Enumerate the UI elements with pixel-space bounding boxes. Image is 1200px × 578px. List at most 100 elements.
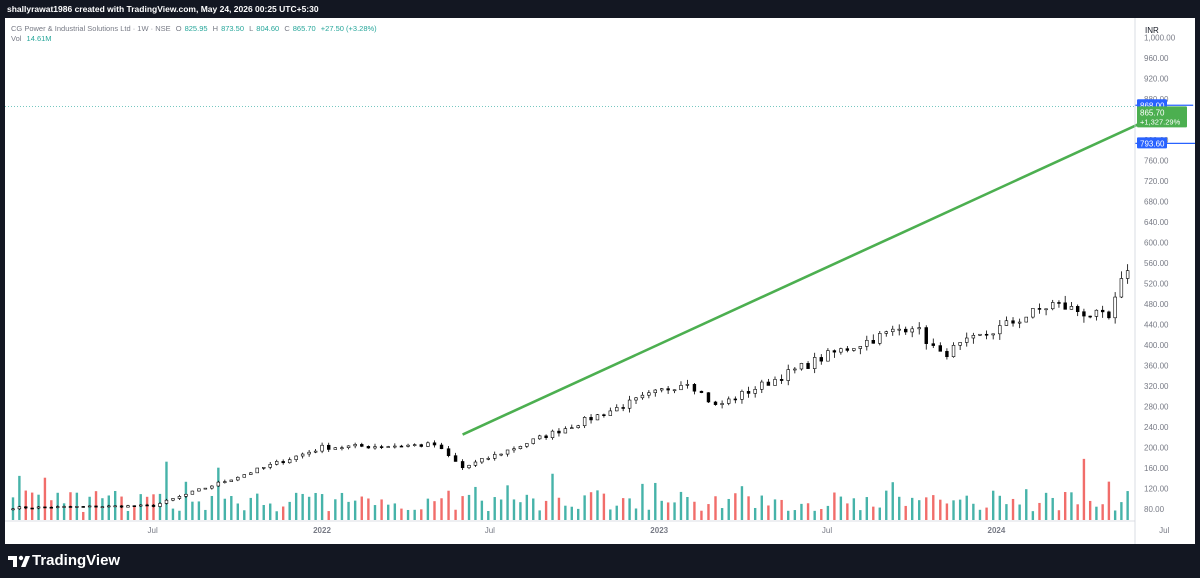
candle-body xyxy=(499,453,503,456)
volume-bar xyxy=(281,506,285,520)
candle xyxy=(184,493,188,498)
candle-body xyxy=(460,461,465,469)
volume-bar xyxy=(474,486,477,520)
candle-body xyxy=(878,333,882,344)
time-tick-label: Jul xyxy=(485,526,495,535)
candle xyxy=(393,443,397,449)
volume-bar xyxy=(191,501,194,520)
candle-body xyxy=(971,335,976,339)
candle xyxy=(1024,316,1028,323)
volume-bar xyxy=(236,503,239,520)
volume-bar xyxy=(615,505,618,520)
candle xyxy=(991,333,995,340)
candle xyxy=(486,456,490,461)
time-tick-label: 2022 xyxy=(313,526,331,535)
volume-bar xyxy=(327,511,330,520)
candle xyxy=(706,392,711,403)
candle xyxy=(1113,292,1117,324)
candle xyxy=(938,342,943,352)
volume-bar xyxy=(230,496,233,520)
candle xyxy=(544,434,548,440)
candle-body xyxy=(884,331,888,334)
candle-body xyxy=(733,398,738,401)
volume-bar xyxy=(1126,491,1129,520)
candle xyxy=(793,367,797,374)
volume-bar xyxy=(294,492,298,520)
candle xyxy=(17,505,22,510)
candle xyxy=(537,434,542,440)
candle xyxy=(878,330,882,346)
volume-bar xyxy=(583,495,586,520)
candle-body xyxy=(984,333,989,336)
candle xyxy=(100,506,105,509)
candle-body xyxy=(132,505,137,507)
candle xyxy=(1044,308,1048,316)
candle xyxy=(177,494,182,500)
volume-bar xyxy=(734,493,737,520)
candle-body xyxy=(145,504,149,507)
candle xyxy=(910,326,914,338)
candle-body xyxy=(537,435,542,440)
candle-body xyxy=(525,443,529,447)
trend-arrow-shaft xyxy=(462,108,1172,436)
volume-bar xyxy=(904,505,907,520)
volume-bar xyxy=(1120,502,1123,520)
price-chart[interactable]: INR1,000.00960.00920.00880.00840.00800.0… xyxy=(5,18,1195,544)
candle xyxy=(320,442,324,454)
volume-bar xyxy=(126,511,130,520)
candle-body xyxy=(1082,311,1086,317)
volume-bar xyxy=(433,501,436,520)
candle-body xyxy=(446,448,451,456)
candle xyxy=(634,397,638,405)
candle xyxy=(1094,309,1099,321)
volume-bar xyxy=(506,485,509,520)
volume-bar xyxy=(1025,489,1028,520)
price-tick-label: 760.00 xyxy=(1144,157,1169,166)
volume-bar xyxy=(641,483,644,520)
candle-body xyxy=(931,343,935,346)
candle xyxy=(360,442,364,448)
volume-bar xyxy=(88,496,91,520)
candle-body xyxy=(938,345,943,352)
price-tick-label: 280.00 xyxy=(1144,402,1169,411)
candle xyxy=(406,443,410,448)
candle-body xyxy=(660,388,664,391)
volume-bar xyxy=(1038,502,1041,520)
close-label: C xyxy=(284,24,290,33)
volume-bars xyxy=(11,458,1129,520)
candle xyxy=(1031,308,1035,319)
candle xyxy=(1069,301,1074,310)
candle xyxy=(412,443,417,447)
candle xyxy=(727,396,731,406)
candle-body xyxy=(679,385,683,391)
volume-bar xyxy=(50,500,53,520)
candle xyxy=(249,472,253,475)
candle-body xyxy=(81,506,85,508)
footer: TradingView xyxy=(0,544,1200,578)
volume-bar xyxy=(387,504,390,520)
candle-body xyxy=(799,363,804,370)
candle xyxy=(262,467,266,470)
volume-bar xyxy=(256,493,259,520)
candle-body xyxy=(951,344,956,358)
volume-bar xyxy=(107,495,110,520)
candle-body xyxy=(1017,321,1022,324)
volume-bar xyxy=(373,505,377,520)
candle xyxy=(826,348,830,362)
candle xyxy=(666,386,670,394)
candle xyxy=(75,505,79,508)
volume-bar xyxy=(210,495,214,520)
candle xyxy=(36,505,41,510)
volume-bar xyxy=(628,498,631,520)
candle xyxy=(460,459,465,470)
horizontal-levels xyxy=(5,104,1195,145)
candle-body xyxy=(672,389,677,392)
volume-bar xyxy=(596,490,599,520)
trend-arrow xyxy=(462,107,1173,436)
candle-body xyxy=(268,464,272,468)
candle-body xyxy=(910,328,914,333)
candle xyxy=(119,505,124,509)
candle xyxy=(216,480,221,487)
candle-body xyxy=(1057,302,1061,304)
volume-bar xyxy=(693,501,696,520)
